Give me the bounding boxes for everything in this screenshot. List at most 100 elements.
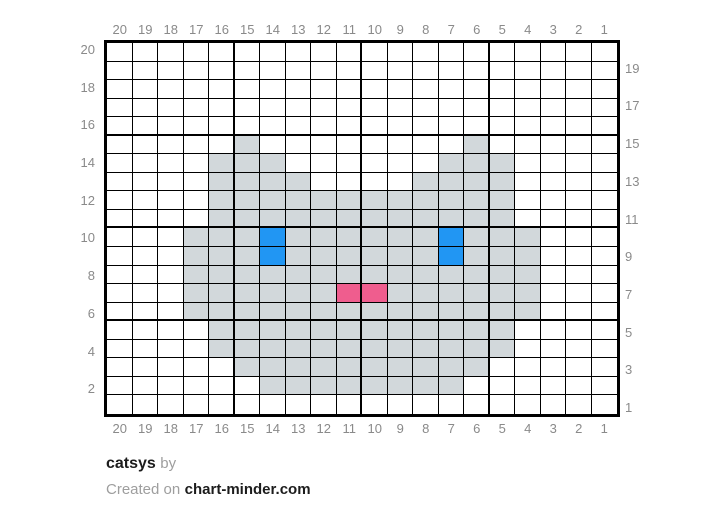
grid-cell-r10-c2[interactable]: [566, 228, 592, 248]
grid-cell-r19-c11[interactable]: [336, 61, 362, 81]
grid-cell-r12-c20[interactable]: [107, 191, 133, 210]
grid-cell-r14-c14[interactable]: [260, 154, 286, 173]
grid-cell-r2-c16[interactable]: [209, 376, 235, 396]
grid-cell-r11-c18[interactable]: [158, 209, 184, 229]
grid-cell-r10-c20[interactable]: [107, 228, 133, 248]
grid-cell-r14-c7[interactable]: [438, 154, 464, 173]
grid-cell-r19-c13[interactable]: [285, 61, 311, 81]
grid-cell-r17-c13[interactable]: [285, 98, 311, 118]
grid-cell-r4-c8[interactable]: [413, 339, 439, 359]
grid-cell-r2-c20[interactable]: [107, 376, 133, 396]
grid-cell-r18-c19[interactable]: [132, 80, 158, 99]
grid-cell-r20-c6[interactable]: [464, 43, 490, 62]
grid-cell-r9-c13[interactable]: [285, 247, 311, 266]
grid-cell-r19-c4[interactable]: [515, 61, 541, 81]
grid-cell-r10-c18[interactable]: [158, 228, 184, 248]
grid-cell-r13-c15[interactable]: [234, 172, 260, 192]
grid-cell-r4-c16[interactable]: [209, 339, 235, 359]
grid-cell-r16-c15[interactable]: [234, 117, 260, 136]
grid-cell-r7-c18[interactable]: [158, 284, 184, 303]
grid-cell-r20-c2[interactable]: [566, 43, 592, 62]
grid-cell-r6-c5[interactable]: [489, 302, 515, 322]
grid-cell-r19-c1[interactable]: [591, 61, 617, 81]
grid-cell-r2-c13[interactable]: [285, 376, 311, 396]
grid-cell-r2-c5[interactable]: [489, 376, 515, 396]
grid-cell-r4-c13[interactable]: [285, 339, 311, 359]
grid-cell-r11-c1[interactable]: [591, 209, 617, 229]
grid-cell-r14-c16[interactable]: [209, 154, 235, 173]
grid-cell-r8-c17[interactable]: [183, 265, 209, 285]
grid-cell-r5-c17[interactable]: [183, 321, 209, 340]
grid-cell-r20-c18[interactable]: [158, 43, 184, 62]
grid-cell-r6-c6[interactable]: [464, 302, 490, 322]
grid-cell-r15-c6[interactable]: [464, 135, 490, 155]
grid-cell-r4-c6[interactable]: [464, 339, 490, 359]
grid-cell-r6-c15[interactable]: [234, 302, 260, 322]
grid-cell-r20-c11[interactable]: [336, 43, 362, 62]
grid-cell-r15-c12[interactable]: [311, 135, 337, 155]
grid-cell-r6-c20[interactable]: [107, 302, 133, 322]
grid-cell-r6-c18[interactable]: [158, 302, 184, 322]
grid-cell-r20-c17[interactable]: [183, 43, 209, 62]
grid-cell-r15-c3[interactable]: [540, 135, 566, 155]
grid-cell-r12-c16[interactable]: [209, 191, 235, 210]
grid-cell-r1-c8[interactable]: [413, 395, 439, 414]
grid-cell-r15-c16[interactable]: [209, 135, 235, 155]
grid-cell-r7-c14[interactable]: [260, 284, 286, 303]
grid-cell-r3-c10[interactable]: [362, 358, 388, 377]
grid-cell-r14-c1[interactable]: [591, 154, 617, 173]
grid-cell-r8-c3[interactable]: [540, 265, 566, 285]
grid-cell-r19-c19[interactable]: [132, 61, 158, 81]
grid-cell-r11-c12[interactable]: [311, 209, 337, 229]
grid-cell-r2-c18[interactable]: [158, 376, 184, 396]
grid-cell-r7-c20[interactable]: [107, 284, 133, 303]
grid-cell-r6-c19[interactable]: [132, 302, 158, 322]
grid-cell-r2-c6[interactable]: [464, 376, 490, 396]
grid-cell-r13-c5[interactable]: [489, 172, 515, 192]
grid-cell-r1-c18[interactable]: [158, 395, 184, 414]
grid-cell-r1-c2[interactable]: [566, 395, 592, 414]
grid-cell-r16-c4[interactable]: [515, 117, 541, 136]
grid-cell-r20-c9[interactable]: [387, 43, 413, 62]
grid-cell-r10-c12[interactable]: [311, 228, 337, 248]
grid-cell-r5-c9[interactable]: [387, 321, 413, 340]
grid-cell-r6-c2[interactable]: [566, 302, 592, 322]
grid-cell-r19-c10[interactable]: [362, 61, 388, 81]
grid-cell-r20-c20[interactable]: [107, 43, 133, 62]
grid-cell-r8-c11[interactable]: [336, 265, 362, 285]
grid-cell-r4-c19[interactable]: [132, 339, 158, 359]
grid-cell-r5-c7[interactable]: [438, 321, 464, 340]
grid-cell-r13-c17[interactable]: [183, 172, 209, 192]
grid-cell-r11-c16[interactable]: [209, 209, 235, 229]
grid-cell-r7-c7[interactable]: [438, 284, 464, 303]
grid-cell-r9-c10[interactable]: [362, 247, 388, 266]
grid-cell-r12-c12[interactable]: [311, 191, 337, 210]
grid-cell-r5-c19[interactable]: [132, 321, 158, 340]
grid-cell-r11-c9[interactable]: [387, 209, 413, 229]
grid-cell-r7-c9[interactable]: [387, 284, 413, 303]
grid-cell-r15-c5[interactable]: [489, 135, 515, 155]
grid-cell-r12-c7[interactable]: [438, 191, 464, 210]
grid-cell-r13-c19[interactable]: [132, 172, 158, 192]
grid-cell-r17-c4[interactable]: [515, 98, 541, 118]
grid-cell-r14-c12[interactable]: [311, 154, 337, 173]
grid-cell-r18-c13[interactable]: [285, 80, 311, 99]
grid-cell-r19-c9[interactable]: [387, 61, 413, 81]
grid-cell-r11-c2[interactable]: [566, 209, 592, 229]
grid-cell-r16-c2[interactable]: [566, 117, 592, 136]
grid-cell-r11-c8[interactable]: [413, 209, 439, 229]
grid-cell-r3-c11[interactable]: [336, 358, 362, 377]
grid-cell-r9-c17[interactable]: [183, 247, 209, 266]
grid-cell-r14-c8[interactable]: [413, 154, 439, 173]
grid-cell-r19-c2[interactable]: [566, 61, 592, 81]
grid-cell-r16-c6[interactable]: [464, 117, 490, 136]
grid-cell-r5-c16[interactable]: [209, 321, 235, 340]
grid-cell-r4-c1[interactable]: [591, 339, 617, 359]
grid-cell-r14-c2[interactable]: [566, 154, 592, 173]
grid-cell-r1-c14[interactable]: [260, 395, 286, 414]
grid-cell-r4-c3[interactable]: [540, 339, 566, 359]
grid-cell-r18-c20[interactable]: [107, 80, 133, 99]
grid-cell-r17-c5[interactable]: [489, 98, 515, 118]
grid-cell-r2-c1[interactable]: [591, 376, 617, 396]
grid-cell-r17-c18[interactable]: [158, 98, 184, 118]
